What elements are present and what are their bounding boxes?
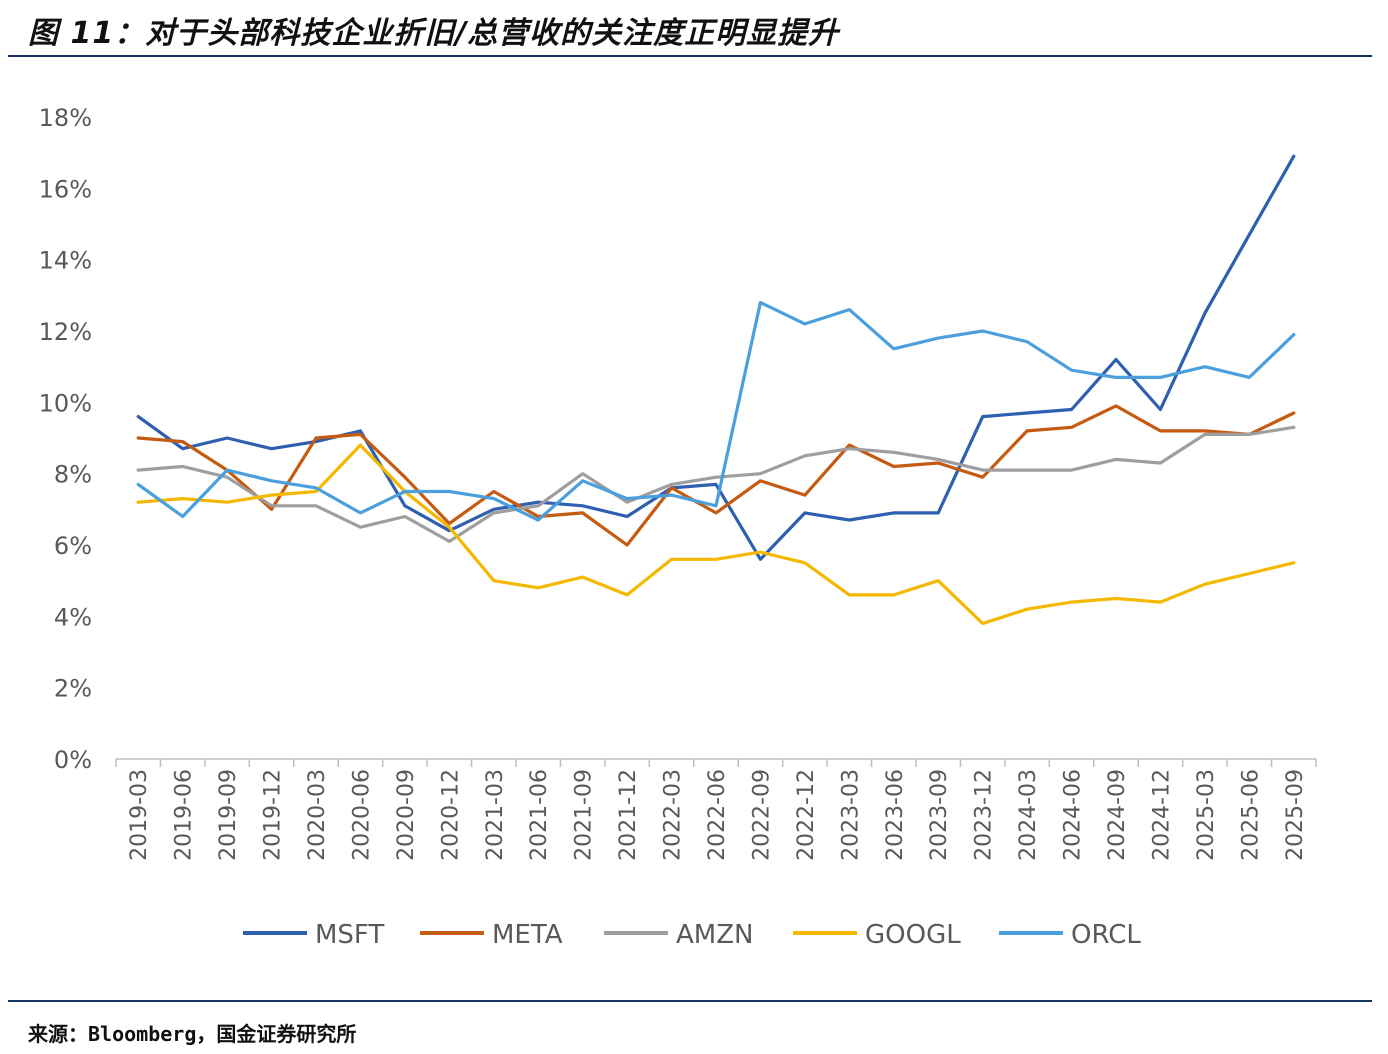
x-tick-label: 2023-03 [838,769,863,861]
x-tick-label: 2025-03 [1194,769,1219,861]
y-tick-label: 6% [54,532,92,560]
y-tick-label: 8% [54,461,92,489]
x-tick-label: 2025-06 [1238,769,1263,861]
x-tick-label: 2019-03 [127,769,152,861]
x-tick-label: 2021-06 [527,769,552,861]
title-divider [8,55,1372,57]
legend-label-googl: GOOGL [865,920,961,950]
x-tick-label: 2022-06 [705,769,730,861]
y-tick-label: 4% [54,603,92,631]
series-lines [136,154,1296,626]
x-tick-label: 2024-09 [1105,769,1130,861]
x-tick-label: 2020-12 [438,769,463,861]
y-tick-label: 14% [39,247,92,275]
legend-label-msft: MSFT [315,920,384,950]
series-line-amzn [136,425,1296,543]
figure-title: 图 11：对于头部科技企业折旧/总营收的关注度正明显提升 [28,16,840,51]
x-tick-label: 2020-09 [394,769,419,861]
x-tick-label: 2023-06 [883,769,908,861]
x-tick-label: 2023-09 [927,769,952,861]
x-tick-label: 2020-06 [349,769,374,861]
x-tick-label: 2021-12 [616,769,641,861]
x-tick-label: 2024-06 [1061,769,1086,861]
x-tick-label: 2024-12 [1149,769,1174,861]
x-axis: 2019-03 2019-06 2019-09 2019-12 2020-03 2020-… [115,758,1317,861]
x-tick-label: 2020-03 [305,769,330,861]
legend-label-meta: META [492,920,563,950]
line-chart: 0% 2% 4% 6% 8% 10% 12% 14% 16% 18% 2019-03 2019-06… [39,104,1317,950]
y-tick-label: 10% [39,389,92,417]
x-tick-label: 2025-09 [1283,769,1308,861]
y-tick-label: 12% [39,318,92,346]
y-axis-ticks: 0% 2% 4% 6% 8% 10% 12% 14% 16% 18% [39,104,92,774]
series-line-meta [136,404,1296,547]
series-line-googl [136,443,1296,626]
x-tick-label: 2022-03 [661,769,686,861]
x-tick-label: 2022-09 [749,769,774,861]
x-tick-label: 2024-03 [1016,769,1041,861]
legend-label-amzn: AMZN [676,920,753,950]
x-tick-label: 2021-09 [572,769,597,861]
series-line-orcl [136,300,1296,522]
x-tick-label: 2019-06 [172,769,197,861]
x-tick-label: 2021-03 [483,769,508,861]
x-tick-label: 2019-09 [216,769,241,861]
y-tick-label: 2% [54,675,92,703]
x-tick-label: 2022-12 [794,769,819,861]
y-tick-label: 18% [39,104,92,132]
source-note: 来源：Bloomberg，国金证券研究所 [28,1022,357,1046]
y-tick-label: 16% [39,175,92,203]
legend-label-orcl: ORCL [1071,920,1141,950]
x-tick-label: 2019-12 [261,769,286,861]
footer-divider [8,1000,1372,1002]
legend: MSFT META AMZN GOOGL ORCL [243,920,1141,950]
x-tick-label: 2023-12 [972,769,997,861]
y-tick-label: 0% [54,746,92,774]
